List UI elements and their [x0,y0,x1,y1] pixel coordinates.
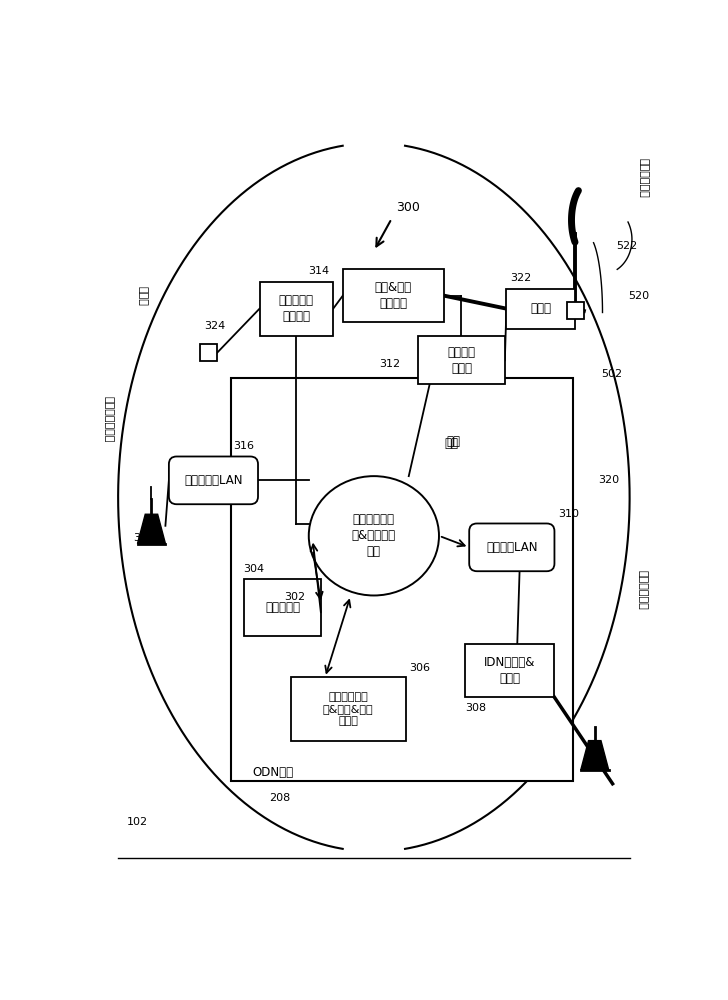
Text: 机组无线天线: 机组无线天线 [638,570,648,610]
Ellipse shape [309,476,439,595]
Text: 502: 502 [601,369,622,379]
Bar [260,282,333,336]
Bar [244,579,321,636]
Text: 配置控制器: 配置控制器 [265,601,300,614]
Text: 开关&传输
电源总线: 开关&传输 电源总线 [375,281,412,310]
FancyBboxPatch shape [470,523,555,571]
Text: 312: 312 [379,359,400,369]
Text: 航站楼无线LAN: 航站楼无线LAN [184,474,242,487]
Polygon shape [581,741,609,770]
Text: 机组无线LAN: 机组无线LAN [486,541,537,554]
Text: 300: 300 [396,201,420,214]
Text: 数据: 数据 [447,435,461,448]
Bar [418,336,505,384]
Text: 地面电力电缆: 地面电力电缆 [638,158,649,198]
Text: ODN网关: ODN网关 [253,766,293,779]
Bar [200,344,218,361]
Text: 314: 314 [308,266,329,276]
Bar [291,677,405,741]
Text: 324: 324 [205,321,226,331]
Text: 耦合器: 耦合器 [530,302,551,315]
Text: 光链路: 光链路 [138,286,148,305]
Text: 316: 316 [233,441,254,451]
Text: 520: 520 [628,291,649,301]
Text: 306: 306 [410,663,430,673]
Text: 通信协议（波
形&频率&框架
结构）: 通信协议（波 形&频率&框架 结构） [323,692,373,726]
Bar [567,302,584,319]
Bar [507,289,574,329]
Text: 光收发器调
制解调器: 光收发器调 制解调器 [279,294,314,323]
Text: 326: 326 [133,533,154,543]
Bar [465,644,554,697]
Text: 208: 208 [269,793,290,803]
Text: 320: 320 [598,475,620,485]
Text: 302: 302 [284,592,305,602]
Text: 数据: 数据 [444,437,459,450]
Polygon shape [138,514,165,544]
Text: 102: 102 [127,817,148,827]
Text: 航站楼无线天线: 航站楼无线天线 [103,396,113,442]
Text: 322: 322 [510,273,531,283]
Text: 304: 304 [244,564,265,574]
Text: 数据调制
解调器: 数据调制 解调器 [448,346,475,375]
Text: 310: 310 [558,509,579,519]
Text: 522: 522 [617,241,638,251]
Bar [231,378,573,781]
Bar [343,269,443,322]
Text: 具有可调谐带
通&防火墙的
网关: 具有可调谐带 通&防火墙的 网关 [352,513,396,558]
Text: 308: 308 [465,703,486,713]
FancyBboxPatch shape [169,456,258,504]
Text: IDN路由器&
交换机: IDN路由器& 交换机 [484,656,535,685]
